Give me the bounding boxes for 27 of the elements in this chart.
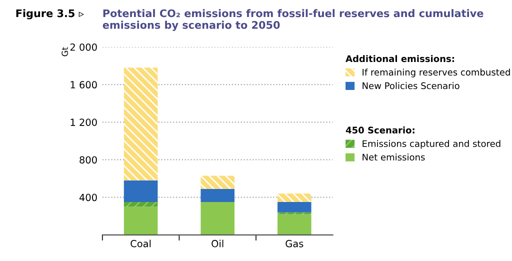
x-tick-label: Oil — [212, 240, 224, 248]
x-tick-label: Coal — [130, 240, 151, 248]
y-tick-label: 1 600 — [70, 81, 97, 88]
bar — [124, 202, 158, 207]
bar — [124, 206, 158, 235]
y-tick-label: 800 — [80, 156, 97, 164]
y-axis-title: Gt — [62, 47, 68, 56]
y-tick-label: 2 000 — [70, 43, 97, 51]
bar — [278, 194, 312, 202]
bar — [278, 214, 312, 235]
y-tick-label: 400 — [79, 194, 97, 202]
bar — [124, 180, 158, 202]
bar — [124, 68, 158, 180]
chart-title: Potential CO₂ emissions from fossil-fuel reserves and cumulative emissions by scenario to 2050 — [102, 9, 484, 31]
legend-label: Net emissions — [362, 154, 425, 161]
bar — [200, 176, 234, 189]
legend-title: Additional emissions: — [346, 55, 454, 62]
bar — [278, 202, 312, 212]
bar — [200, 202, 234, 235]
y-tick-label: 1 200 — [70, 118, 97, 126]
bar — [200, 188, 234, 202]
legend-label: If remaining reserves combusted — [362, 68, 510, 78]
x-tick-label: Gas — [286, 240, 304, 248]
caption: Figure 3.5 ▹ — [16, 9, 84, 20]
text: 450 Scenario: — [346, 126, 414, 134]
legend-label: Emissions captured and stored — [362, 140, 500, 149]
legend-label: New Policies Scenario — [362, 82, 460, 90]
